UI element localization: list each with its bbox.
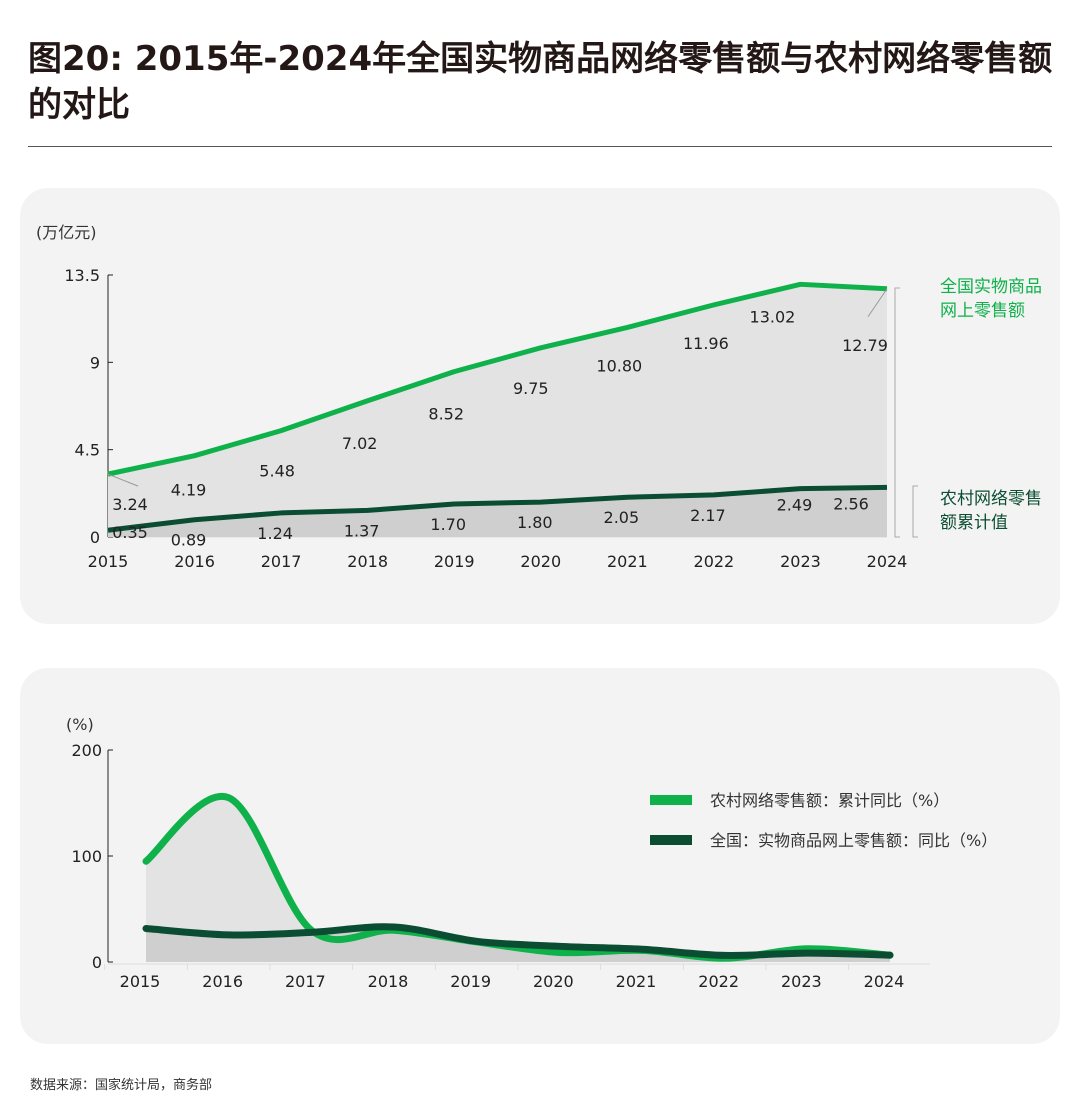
x-tick-label: 2023: [780, 552, 821, 571]
data-label-national: 8.52: [428, 405, 464, 424]
x-tick-label: 2021: [607, 552, 648, 571]
data-label-national: 12.79: [842, 336, 888, 355]
data-label-national: 5.48: [259, 462, 295, 481]
data-label-rural: 2.56: [833, 494, 869, 513]
legend-swatch-national: [650, 835, 692, 845]
y-axis-unit: (万亿元): [36, 223, 97, 242]
data-label-national: 11.96: [683, 334, 729, 353]
y-tick-label: 0: [92, 953, 102, 972]
data-label-national: 3.24: [112, 495, 148, 514]
x-tick-label: 2015: [120, 972, 161, 991]
x-tick-label: 2018: [368, 972, 409, 991]
x-tick-label: 2020: [533, 972, 574, 991]
y-tick-label: 200: [71, 741, 102, 760]
legend-rural: 农村网络零售: [940, 489, 1042, 509]
data-label-rural: 2.05: [604, 508, 640, 527]
data-label-rural: 1.80: [517, 513, 553, 532]
y-axis-unit: (%): [66, 715, 94, 734]
x-tick-label: 2021: [616, 972, 657, 991]
legend-swatch-rural: [650, 795, 692, 805]
leader-line: [867, 288, 888, 318]
legend-rural: 额累计值: [940, 513, 1008, 533]
x-tick-label: 2019: [434, 552, 475, 571]
data-label-national: 4.19: [171, 481, 207, 500]
x-tick-label: 2022: [694, 552, 735, 571]
line-national-growth: [142, 923, 894, 960]
data-label-national: 10.80: [596, 356, 642, 375]
x-tick-label: 2020: [520, 552, 561, 571]
area-national: [108, 284, 887, 537]
legend-label-national: 全国：实物商品网上零售额：同比（%）: [710, 831, 997, 850]
y-tick-label: 0: [90, 528, 100, 547]
line-national: [107, 281, 888, 477]
data-label-rural: 1.70: [430, 515, 466, 534]
legend-national: 网上零售额: [940, 301, 1025, 321]
y-tick-label: 9: [90, 353, 100, 372]
y-tick-label: 4.5: [75, 441, 100, 460]
area-national-growth: [146, 926, 890, 962]
bracket-rural: [912, 485, 918, 538]
data-label-rural: 1.24: [257, 524, 293, 543]
x-tick-label: 2017: [285, 972, 326, 991]
page-title: 图20: 2015年-2024年全国实物商品网络零售额与农村网络零售额的对比: [28, 39, 1053, 125]
x-tick-label: 2016: [174, 552, 215, 571]
data-label-rural: 0.89: [171, 531, 207, 550]
data-label-national: 7.02: [342, 434, 378, 453]
y-tick-label: 100: [71, 847, 102, 866]
x-tick-label: 2023: [781, 972, 822, 991]
x-tick-label: 2024: [867, 552, 908, 571]
line-rural: [107, 484, 888, 533]
x-tick-label: 2015: [88, 552, 129, 571]
x-tick-label: 2024: [864, 972, 905, 991]
legend-national: 全国实物商品: [940, 277, 1042, 297]
leader-line: [107, 473, 139, 487]
x-tick-label: 2016: [202, 972, 243, 991]
data-label-rural: 2.49: [777, 496, 813, 515]
data-label-national: 9.75: [513, 379, 549, 398]
data-label-rural: 1.37: [344, 521, 380, 540]
area-rural: [108, 487, 887, 537]
data-label-rural: 2.17: [690, 506, 726, 525]
data-label-rural: 0.35: [112, 523, 148, 542]
y-tick-label: 13.5: [64, 266, 100, 285]
data-label-national: 13.02: [750, 307, 796, 326]
x-tick-label: 2022: [698, 972, 739, 991]
bracket-national: [894, 287, 900, 538]
source-note: 数据来源：国家统计局，商务部: [30, 1078, 213, 1093]
title-divider: [28, 146, 1052, 147]
x-tick-label: 2018: [347, 552, 388, 571]
legend-label-rural: 农村网络零售额：累计同比（%）: [710, 791, 949, 810]
x-tick-label: 2017: [261, 552, 302, 571]
x-tick-label: 2019: [450, 972, 491, 991]
